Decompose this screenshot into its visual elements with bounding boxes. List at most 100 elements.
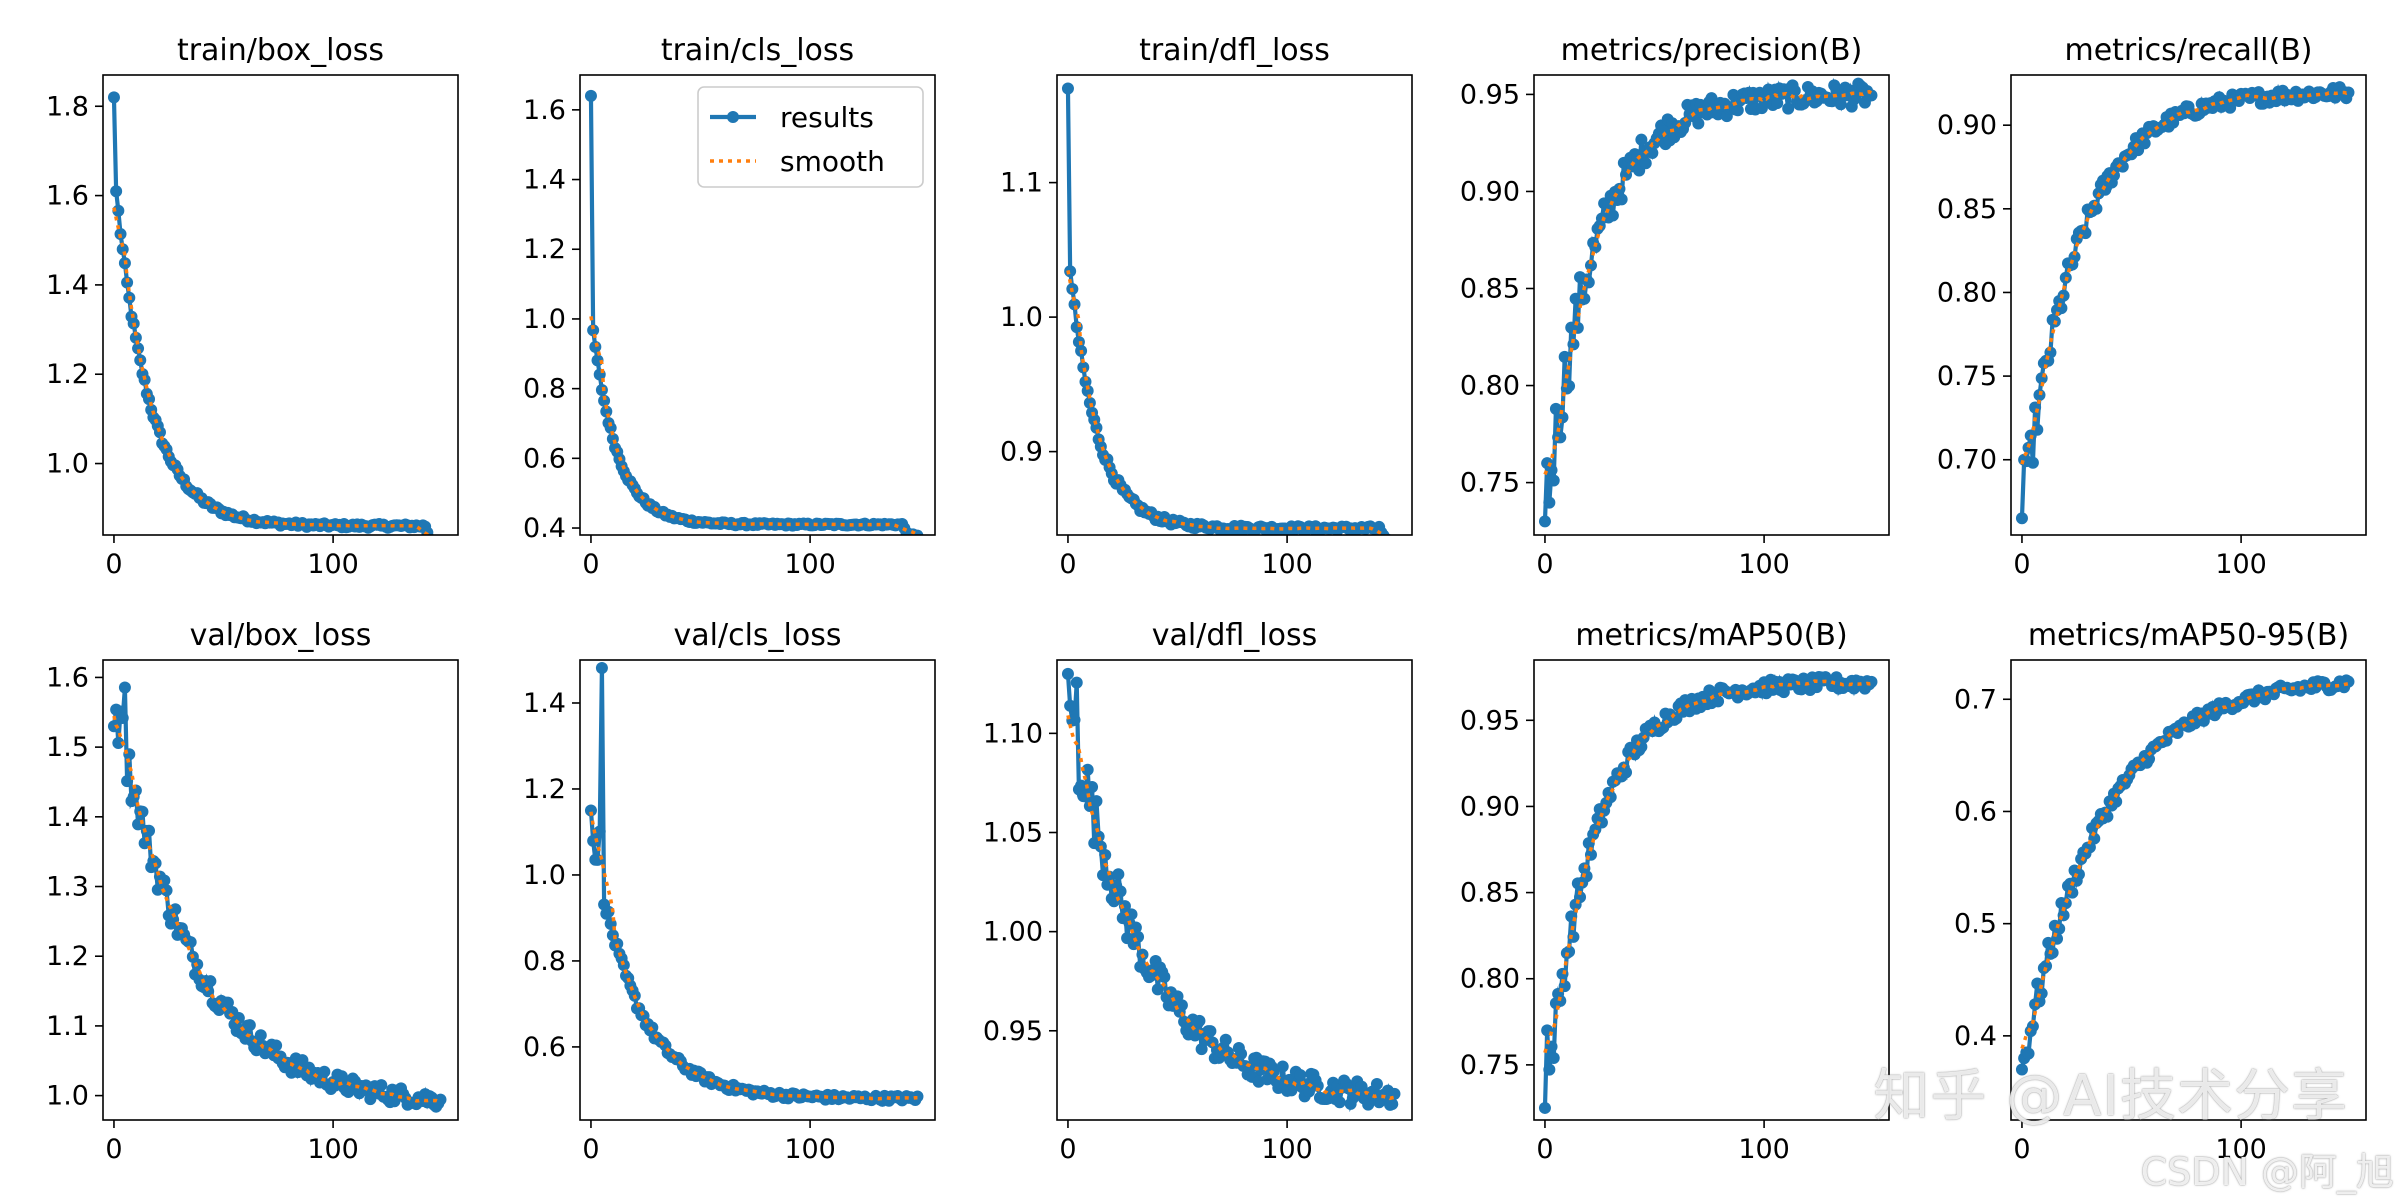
y-tick-label: 0.80 [1937, 277, 1997, 308]
results-point [1112, 868, 1125, 881]
subplot-val-box-loss: val/box_loss 0 100 1.0 1.1 1.2 1.3 1.4 1.5 1.6 [46, 618, 459, 1165]
results-point [1567, 338, 1580, 351]
x-tick-label: 0 [2013, 549, 2030, 580]
results-point [1083, 396, 1096, 409]
y-tick-label: 1.05 [983, 818, 1043, 849]
results-point [364, 1093, 377, 1106]
y-tick-label: 1.8 [46, 91, 89, 122]
results-point [121, 276, 134, 289]
results-point [132, 342, 145, 355]
legend-results-marker [727, 111, 739, 123]
y-tick-label: 0.4 [523, 513, 566, 544]
results-point [1090, 421, 1103, 434]
y-tick-label: 1.2 [46, 359, 89, 390]
results-line [111, 97, 431, 535]
x-tick-label: 0 [2013, 1134, 2030, 1165]
y-tick-label: 1.4 [46, 270, 89, 301]
y-tick-label: 0.75 [1937, 361, 1997, 392]
smooth-line [1066, 714, 1395, 1101]
y-tick-label: 1.2 [46, 941, 89, 972]
results-point [2143, 753, 2156, 766]
results-point [1543, 1063, 1556, 1076]
results-point [1235, 1047, 1248, 1060]
subplot-title: val/cls_loss [674, 618, 842, 653]
results-point [2035, 987, 2048, 1000]
results-point [1635, 133, 1648, 146]
axes-frame [2010, 74, 2367, 536]
x-tick-label: 100 [1261, 1134, 1313, 1165]
results-point [116, 711, 129, 724]
results-point [254, 1029, 267, 1042]
results-point [1547, 474, 1560, 487]
results-point [1195, 1043, 1208, 1056]
results-point [584, 804, 597, 817]
results-point [2090, 202, 2103, 215]
results-point [2026, 456, 2039, 469]
results-point [1563, 380, 1576, 393]
results-point [112, 737, 125, 750]
results-point [434, 537, 446, 549]
results-point [1771, 97, 1784, 110]
results-point [107, 91, 120, 104]
subplot-title: train/cls_loss [661, 33, 854, 68]
results-point [2342, 675, 2355, 688]
y-tick-label: 0.95 [983, 1016, 1043, 1047]
results-point [318, 1065, 331, 1078]
results-point [1086, 780, 1099, 793]
x-tick-label: 100 [307, 1134, 359, 1165]
results-point [587, 834, 600, 847]
results-point [1355, 1080, 1368, 1093]
results-point [595, 384, 608, 397]
results-point [595, 661, 608, 674]
x-tick-label: 100 [1738, 549, 1790, 580]
axes-frame [102, 74, 459, 536]
results-point [1384, 537, 1396, 549]
subplot-train-cls-loss: train/cls_loss 0 100 0.4 0.6 0.8 1.0 1.2 1.4 1.6 r… [523, 33, 936, 580]
smooth-line [112, 207, 432, 535]
y-tick-label: 0.8 [523, 946, 566, 977]
results-point [1712, 695, 1725, 708]
x-tick-label: 0 [1536, 549, 1553, 580]
y-tick-label: 0.80 [1460, 371, 1520, 402]
results-point [646, 1021, 659, 1034]
results-point [1099, 849, 1112, 862]
results-point [138, 373, 151, 386]
results-point [243, 1019, 256, 1032]
results-point [1061, 667, 1074, 680]
results-point [911, 1090, 924, 1103]
results-point [584, 89, 597, 102]
y-tick-label: 0.85 [1460, 274, 1520, 305]
y-tick-label: 0.4 [1954, 1021, 1997, 1052]
axes-frame [1533, 74, 1890, 536]
axes-frame [2010, 659, 2367, 1121]
results-point [1615, 193, 1628, 206]
results-point [1692, 117, 1705, 130]
y-tick-label: 1.2 [523, 234, 566, 265]
results-point [110, 185, 123, 198]
y-tick-label: 0.70 [1937, 445, 1997, 476]
y-tick-label: 1.0 [46, 449, 89, 480]
results-point [2022, 1047, 2035, 1060]
results-point [426, 539, 438, 551]
legend-results-label: results [780, 101, 874, 134]
x-tick-label: 100 [1738, 1134, 1790, 1165]
x-tick-label: 0 [1536, 1134, 1553, 1165]
x-tick-label: 100 [784, 1134, 836, 1165]
smooth-line [1543, 89, 1873, 476]
axes-frame [1533, 659, 1890, 1121]
results-point [1070, 321, 1083, 334]
y-tick-label: 1.0 [1000, 302, 1043, 333]
results-point [1538, 515, 1551, 528]
results-point [1538, 1101, 1551, 1114]
legend: results smooth [697, 86, 924, 188]
x-tick-label: 0 [1059, 1134, 1076, 1165]
results-point [1219, 1033, 1232, 1046]
smooth-line [1543, 679, 1872, 1054]
results-point [204, 975, 217, 988]
y-tick-label: 1.0 [523, 860, 566, 891]
y-tick-label: 0.90 [1937, 110, 1997, 141]
results-point [1795, 683, 1808, 696]
results-point [221, 996, 234, 1009]
axes-frame [1056, 659, 1413, 1121]
